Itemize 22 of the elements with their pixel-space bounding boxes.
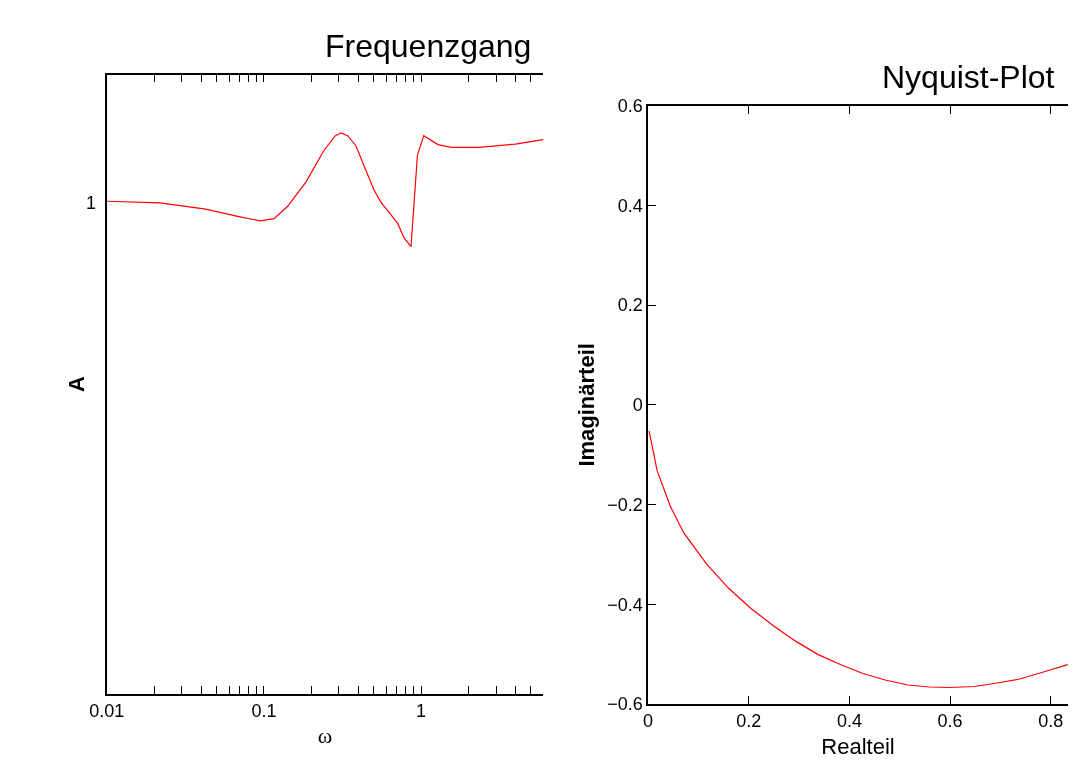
y-tick-label: 0	[632, 395, 643, 416]
x-tick-label: 0.6	[937, 711, 963, 732]
x-tick-label: 0.4	[836, 711, 862, 732]
x-axis-title: Realteil	[821, 733, 895, 759]
y-axis-title: A	[64, 375, 90, 392]
y-tick-label: 0.4	[617, 195, 643, 216]
x-axis-title: ω	[317, 723, 333, 749]
line-series	[648, 430, 1068, 689]
y-tick-label: 0.2	[617, 295, 643, 316]
y-tick-label: −0.6	[607, 694, 643, 715]
x-tick-label: 0.01	[89, 700, 125, 721]
chart-title: Nyquist-Plot	[882, 59, 1055, 95]
y-tick-label: −0.4	[607, 594, 643, 615]
x-tick-label: 1	[416, 700, 427, 721]
y-tick-label: −0.2	[607, 494, 643, 515]
y-tick-label: 0.6	[617, 96, 643, 117]
x-tick-label: 0.2	[736, 711, 762, 732]
chart-title: Frequenzgang	[325, 28, 532, 64]
text: 1	[86, 193, 97, 213]
x-tick-label: 0.8	[1038, 711, 1064, 732]
y-axis-title: Imaginärteil	[574, 343, 600, 467]
x-tick-label: 0.1	[251, 700, 277, 721]
